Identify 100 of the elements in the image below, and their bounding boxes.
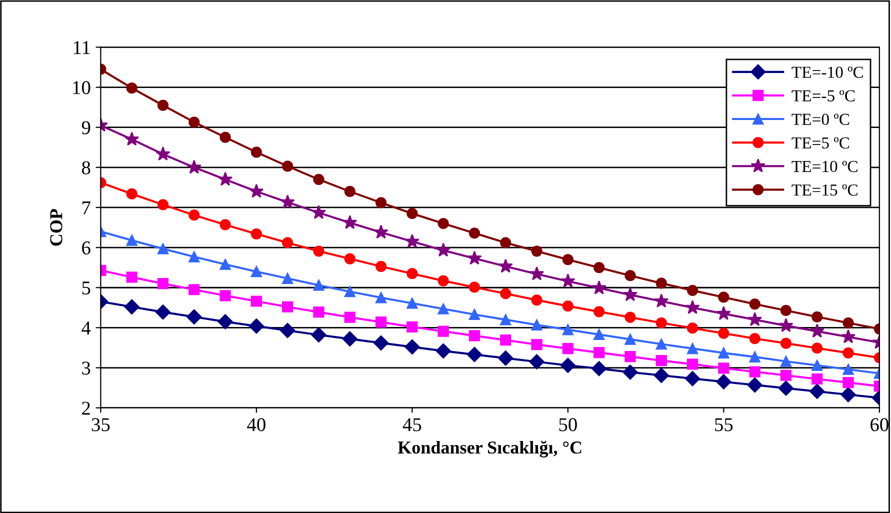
point xyxy=(466,346,482,362)
point xyxy=(656,317,667,328)
point xyxy=(718,328,730,339)
point xyxy=(780,370,792,381)
point xyxy=(342,215,358,230)
point xyxy=(780,304,792,316)
point xyxy=(313,246,324,257)
point xyxy=(686,322,698,334)
legend-label: TE=0 ºC xyxy=(792,114,850,126)
point xyxy=(126,188,138,200)
point xyxy=(594,328,605,340)
point xyxy=(155,304,171,320)
point xyxy=(810,324,824,338)
point xyxy=(686,358,698,370)
point xyxy=(375,292,387,304)
point xyxy=(124,132,140,146)
point xyxy=(250,228,262,240)
point xyxy=(718,347,730,358)
point xyxy=(748,312,762,326)
x-tick-label: 40 xyxy=(247,418,266,432)
point xyxy=(344,253,356,264)
point xyxy=(250,296,262,307)
point xyxy=(498,258,513,273)
point xyxy=(747,377,762,393)
point xyxy=(562,342,574,354)
point xyxy=(188,210,200,221)
x-tick-label: 50 xyxy=(559,418,577,432)
point xyxy=(718,292,730,303)
point xyxy=(157,278,169,290)
point xyxy=(562,254,574,266)
point xyxy=(156,146,170,160)
point xyxy=(780,356,792,367)
point xyxy=(529,354,544,370)
x-tick-label: 55 xyxy=(715,418,733,432)
point xyxy=(157,199,169,210)
point xyxy=(406,268,418,280)
point xyxy=(311,327,326,342)
point xyxy=(812,373,823,385)
point xyxy=(560,274,576,288)
legend-label: TE=-5 ºC xyxy=(792,90,855,102)
y-tick-label: 11 xyxy=(74,41,90,54)
point xyxy=(812,342,823,354)
legend-label: TE=5 ºC xyxy=(792,137,850,149)
point xyxy=(220,290,231,302)
point xyxy=(282,160,294,172)
point xyxy=(624,270,636,282)
point xyxy=(280,322,296,338)
point xyxy=(531,338,542,350)
point xyxy=(622,364,638,380)
y-axis-title: COP xyxy=(50,208,62,246)
point xyxy=(188,284,200,296)
point xyxy=(373,335,389,350)
point xyxy=(375,260,387,272)
point xyxy=(157,100,169,111)
point xyxy=(374,224,388,239)
point xyxy=(220,219,231,230)
point xyxy=(842,317,854,328)
point xyxy=(622,287,638,302)
y-tick-label: 10 xyxy=(73,81,90,94)
y-tick-label: 4 xyxy=(82,322,91,334)
point xyxy=(624,350,636,362)
point xyxy=(718,362,730,374)
point xyxy=(282,272,294,284)
point xyxy=(842,377,854,388)
y-tick-label: 5 xyxy=(82,282,90,295)
point xyxy=(406,208,418,220)
point xyxy=(810,384,825,399)
point xyxy=(126,272,138,283)
point xyxy=(529,266,544,280)
point xyxy=(716,374,732,390)
point xyxy=(500,288,512,300)
point xyxy=(840,329,856,344)
point xyxy=(406,298,418,309)
point xyxy=(467,250,482,265)
point xyxy=(656,278,667,289)
point xyxy=(778,380,794,396)
point xyxy=(344,312,356,323)
point xyxy=(438,218,449,230)
x-tick-label: 60 xyxy=(870,418,888,432)
point xyxy=(313,306,324,318)
point xyxy=(248,318,264,334)
point xyxy=(313,280,324,291)
point xyxy=(126,234,138,246)
legend-label: TE=-10 ºC xyxy=(792,66,863,78)
point xyxy=(468,330,480,342)
point xyxy=(157,243,169,254)
point xyxy=(592,280,606,294)
point xyxy=(250,146,262,158)
point xyxy=(375,316,387,328)
point xyxy=(220,258,231,270)
x-axis-title: Kondanser Sıcaklığı, °C xyxy=(398,440,582,458)
point xyxy=(436,343,451,359)
point xyxy=(531,294,542,306)
legend-label: TE=15 ºC xyxy=(792,184,858,196)
point xyxy=(624,312,636,323)
point xyxy=(749,366,760,378)
point xyxy=(186,160,202,174)
point xyxy=(344,286,356,298)
point xyxy=(375,197,387,208)
point xyxy=(282,237,294,248)
